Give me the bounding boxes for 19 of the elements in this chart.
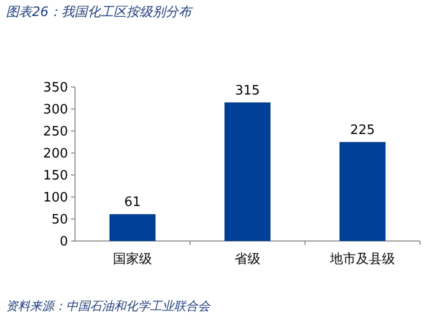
chart-title: 图表26：我国化工区按级别分布 [6,5,194,20]
y-tick-label: 250 [43,124,68,140]
y-tick-label: 300 [43,102,68,118]
y-tick-label: 100 [43,190,68,206]
y-tick-label: 0 [60,234,68,250]
y-tick-label: 150 [43,168,68,184]
x-tick-label: 省级 [234,252,260,267]
data-label: 225 [350,123,375,138]
x-tick-label: 国家级 [113,251,152,267]
bar [224,102,270,241]
y-tick-label: 350 [43,80,68,96]
y-tick-label: 50 [51,212,68,228]
x-tick-label: 地市及县级 [329,252,395,267]
data-label: 315 [235,83,260,98]
text: 资料来源：中国石油和化学工业联合会 [6,299,211,313]
data-label: 61 [124,195,141,210]
y-tick-label: 200 [43,146,68,162]
bar [340,142,386,241]
bar [110,214,156,241]
